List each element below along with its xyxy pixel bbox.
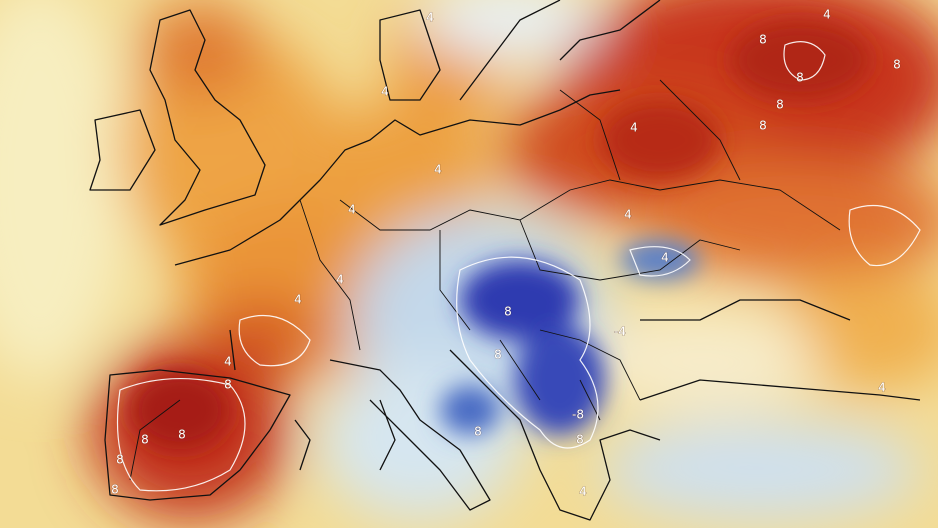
contour-label: -8: [572, 408, 584, 422]
contour-label: 8: [141, 433, 149, 447]
contour-label: 8: [474, 425, 482, 439]
contour-label: 8: [116, 453, 124, 467]
contours: [116, 41, 921, 492]
borders: [129, 79, 841, 481]
contour-label: 8: [224, 378, 232, 392]
contour-label: 4: [434, 163, 442, 177]
contour-label: 8: [759, 33, 767, 47]
contour-label: 4: [878, 381, 886, 395]
contour-label: 8: [893, 58, 901, 72]
contour-label: 8: [111, 483, 119, 497]
contour-label: 8: [759, 119, 767, 133]
contour-label: 4: [224, 355, 232, 369]
contour-label: 4: [294, 293, 302, 307]
contour-label: 4: [336, 273, 344, 287]
contour-labels: 4 4 8 8 8 4 4 8 8 4 4 4 4 4 4 8 -4 4 8 8…: [111, 7, 902, 499]
contour-label: 8: [576, 433, 584, 447]
contour-label: 4: [381, 85, 389, 99]
coastlines: [89, 0, 921, 521]
contour-label: 8: [504, 305, 512, 319]
contour-label: -4: [614, 325, 626, 339]
contour-label: 8: [796, 71, 804, 85]
field-cores: [130, 20, 870, 450]
contour-label: 4: [579, 485, 587, 499]
contour-label: 8: [178, 428, 186, 442]
contour-label: 4: [624, 208, 632, 222]
contour-label: 4: [426, 11, 434, 25]
contour-label: 4: [661, 251, 669, 265]
contour-label: 4: [823, 8, 831, 22]
contour-label: 8: [494, 348, 502, 362]
contour-label: 8: [776, 98, 784, 112]
contour-label: 4: [630, 121, 638, 135]
contour-label: 4: [348, 203, 356, 217]
